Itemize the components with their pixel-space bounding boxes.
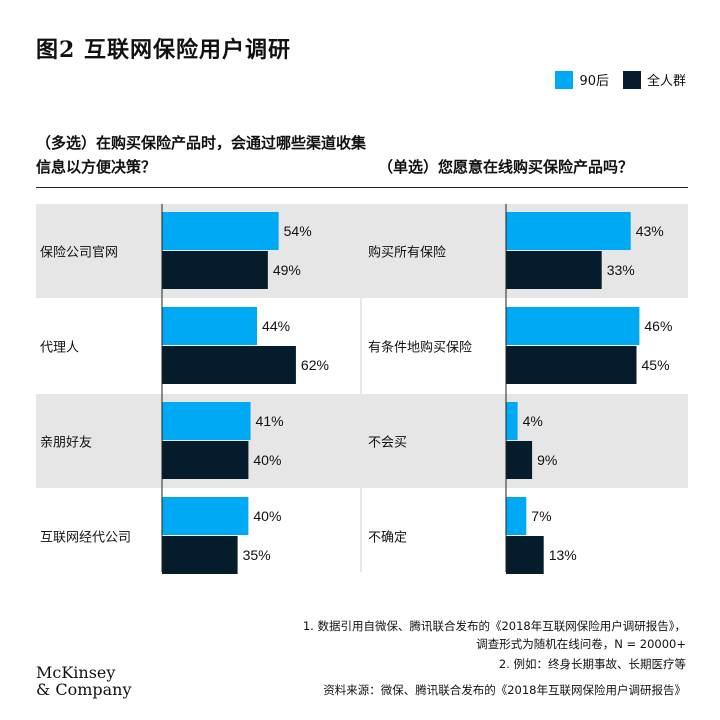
data-label-0-1-0: 44% [262, 318, 290, 334]
legend-item-all: 全人群 [622, 70, 686, 89]
data-label-1-1-1: 45% [642, 357, 670, 373]
footnote-1: 1. 数据引用自微保、腾讯联合发布的《2018年互联网保险用户调研报告》， [302, 619, 686, 633]
source-note: 资料来源：微保、腾讯联合发布的《2018年互联网保险用户调研报告》 [323, 683, 686, 697]
logo-line-2: & Company [36, 680, 132, 699]
category-label-1-3: 不确定 [368, 531, 407, 546]
legend-label-all: 全人群 [646, 74, 686, 89]
data-label-0-0-1: 49% [273, 262, 301, 278]
data-label-1-3-0: 7% [531, 508, 551, 524]
bar-0-2-0 [162, 402, 251, 440]
bar-1-3-0 [506, 497, 527, 535]
category-label-1-1: 有条件地购买保险 [368, 340, 472, 356]
data-label-0-3-1: 35% [243, 547, 271, 563]
question-left: （多选）在购买保险产品时，会通过哪些渠道收集信息以方便决策？ [36, 134, 367, 176]
bar-0-0-1 [162, 251, 268, 289]
bar-0-3-1 [162, 536, 238, 574]
bar-0-2-1 [162, 441, 249, 479]
data-label-0-2-0: 41% [256, 413, 284, 429]
data-label-0-3-0: 40% [253, 508, 281, 524]
category-label-0-1: 代理人 [40, 341, 79, 356]
bar-1-1-0 [506, 307, 640, 345]
category-label-1-0: 购买所有保险 [368, 245, 446, 261]
category-label-0-3: 互联网经代公司 [40, 531, 131, 546]
legend-item-90s: 90后 [555, 70, 609, 89]
question-right: （单选）您愿意在线购买保险产品吗？ [378, 158, 634, 176]
data-label-0-0-0: 54% [284, 223, 312, 239]
data-label-1-0-1: 33% [607, 262, 635, 278]
bar-1-0-0 [506, 212, 631, 250]
data-label-1-0-0: 43% [636, 223, 664, 239]
chart-title: 图2 互联网保险用户调研 [36, 37, 291, 63]
category-label-0-0: 保险公司官网 [40, 245, 118, 261]
mckinsey-logo: McKinsey & Company [36, 664, 132, 698]
footnote-1-cont: 调查形式为随机在线问卷，N = 20000+ [476, 637, 686, 651]
legend-swatch-90s [555, 70, 574, 89]
bar-0-1-1 [162, 346, 296, 384]
bar-1-3-1 [506, 536, 544, 574]
logo-line-1: McKinsey [36, 663, 116, 682]
legend-label-90s: 90后 [579, 74, 609, 89]
bar-1-0-1 [506, 251, 602, 289]
legend: 90后 全人群 [541, 70, 686, 89]
bar-1-2-0 [506, 402, 518, 440]
category-label-0-2: 亲朋好友 [40, 435, 92, 451]
data-label-0-1-1: 62% [301, 357, 329, 373]
bar-1-2-1 [506, 441, 533, 479]
bar-0-3-0 [162, 497, 249, 535]
footnote-2: 2. 例如：终身长期事故、长期医疗等 [498, 657, 686, 671]
bar-0-1-0 [162, 307, 258, 345]
data-label-1-1-0: 46% [644, 318, 672, 334]
header-divider [36, 187, 688, 188]
data-label-0-2-1: 40% [253, 452, 281, 468]
legend-swatch-all [622, 70, 641, 89]
data-label-1-2-1: 9% [537, 452, 557, 468]
category-label-1-2: 不会买 [368, 436, 407, 451]
bar-0-0-0 [162, 212, 279, 250]
bar-1-1-1 [506, 346, 637, 384]
data-label-1-3-1: 13% [549, 547, 577, 563]
data-label-1-2-0: 4% [523, 413, 543, 429]
